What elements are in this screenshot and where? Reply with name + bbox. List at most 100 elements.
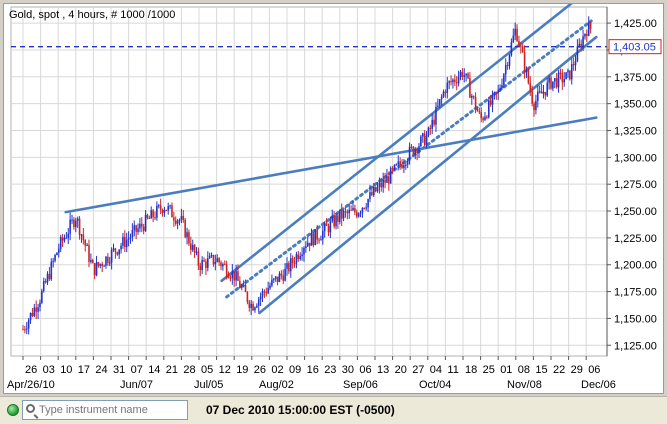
candle-body <box>257 299 260 306</box>
candle-body <box>116 252 119 255</box>
candle-body <box>80 234 83 236</box>
candle-body <box>244 284 247 293</box>
x-tick-label: 22 <box>553 364 565 376</box>
candle-body <box>276 276 279 282</box>
candle-body <box>540 91 543 94</box>
candle-body <box>548 77 550 83</box>
y-tick-label: 1,150.00 <box>614 313 657 325</box>
candle-body <box>506 65 509 67</box>
candle-body <box>107 256 109 263</box>
candle-body <box>484 116 486 120</box>
candle-body <box>587 22 590 36</box>
trendline[interactable] <box>258 35 598 315</box>
candle-body <box>165 209 168 211</box>
candle-body <box>344 211 347 213</box>
candle-body <box>208 255 211 259</box>
candle-body <box>63 237 66 241</box>
candle-body <box>582 36 584 48</box>
candle-body <box>521 46 524 53</box>
candle-body <box>589 22 592 29</box>
candle-body <box>518 40 520 46</box>
candle-body <box>125 239 128 248</box>
candle-body <box>384 179 386 183</box>
candle-body <box>297 254 300 259</box>
candle-body <box>467 73 469 79</box>
candle-body <box>71 219 73 221</box>
candle-body <box>355 212 358 217</box>
candle-body <box>303 247 305 255</box>
candle-body <box>201 260 203 270</box>
candle-body <box>205 261 207 269</box>
candle-body <box>314 229 317 246</box>
candle-body <box>154 217 156 219</box>
x-tick-label: 24 <box>95 364 107 376</box>
candle-body <box>227 276 230 278</box>
candle-body <box>553 78 556 82</box>
candle-body <box>293 262 296 264</box>
trendline[interactable] <box>64 116 598 214</box>
candle-body <box>271 279 273 286</box>
price-chart[interactable]: 1,125.00 1,150.00 1,175.00 1,200.00 1,225.00… <box>4 4 665 395</box>
candle-body <box>308 242 311 246</box>
candle-body <box>444 91 447 93</box>
candle-body <box>78 218 81 236</box>
y-tick-label: 1,125.00 <box>614 340 657 352</box>
candle-body <box>399 161 401 165</box>
candle-body <box>316 229 318 240</box>
candle-body <box>339 209 341 222</box>
candle-body <box>274 276 277 279</box>
instrument-search-field[interactable] <box>22 400 188 420</box>
candle-body <box>342 211 345 219</box>
candle-body <box>527 69 530 83</box>
candle-body <box>487 100 490 118</box>
instrument-search-input[interactable] <box>39 402 185 418</box>
trendline[interactable] <box>220 4 574 283</box>
candle-body <box>95 262 98 276</box>
candle-body <box>405 164 407 166</box>
x-tick-label: 26 <box>254 364 266 376</box>
candle-body <box>465 73 467 76</box>
y-tick-label: 1,250.00 <box>614 206 657 218</box>
candle-body <box>420 136 422 147</box>
current-price-label: 1,403.05 <box>613 42 656 54</box>
candle-body <box>478 111 481 113</box>
candle-body <box>323 223 326 231</box>
candle-body <box>423 133 426 146</box>
candle-body <box>180 215 183 221</box>
y-tick-label: 1,300.00 <box>614 152 657 164</box>
candle-body <box>222 264 224 267</box>
candle-body <box>235 271 237 281</box>
candle-body <box>27 320 30 329</box>
candle-body <box>169 205 171 207</box>
candle-body <box>389 168 392 184</box>
candle-body <box>256 305 258 308</box>
candle-body <box>463 75 466 77</box>
candle-body <box>393 164 396 170</box>
y-tick-label: 1,275.00 <box>614 179 657 191</box>
candle-body <box>371 192 373 196</box>
candle-body <box>41 290 43 303</box>
candle-body <box>510 42 513 56</box>
x-tick-label: 06 <box>588 364 600 376</box>
x-month-label: Oct/04 <box>419 379 451 391</box>
chart-frame: 1,125.00 1,150.00 1,175.00 1,200.00 1,225.00… <box>3 3 664 394</box>
candle-body <box>203 260 205 262</box>
candle-body <box>141 223 143 227</box>
x-tick-label: 23 <box>324 364 336 376</box>
candle-body <box>472 96 475 98</box>
candle-body <box>557 72 560 88</box>
candle-body <box>291 258 294 263</box>
candle-body <box>178 220 181 222</box>
candle-body <box>171 205 173 218</box>
candle-body <box>576 46 579 62</box>
candle-body <box>118 249 120 255</box>
candle-body <box>137 228 139 232</box>
candle-body <box>267 288 269 294</box>
candle-body <box>376 187 379 192</box>
candle-body <box>337 215 339 222</box>
y-tick-label: 1,325.00 <box>614 125 657 137</box>
candle-body <box>457 76 460 84</box>
candle-body <box>469 78 471 98</box>
candle-body <box>148 217 151 219</box>
candle-body <box>329 221 332 233</box>
